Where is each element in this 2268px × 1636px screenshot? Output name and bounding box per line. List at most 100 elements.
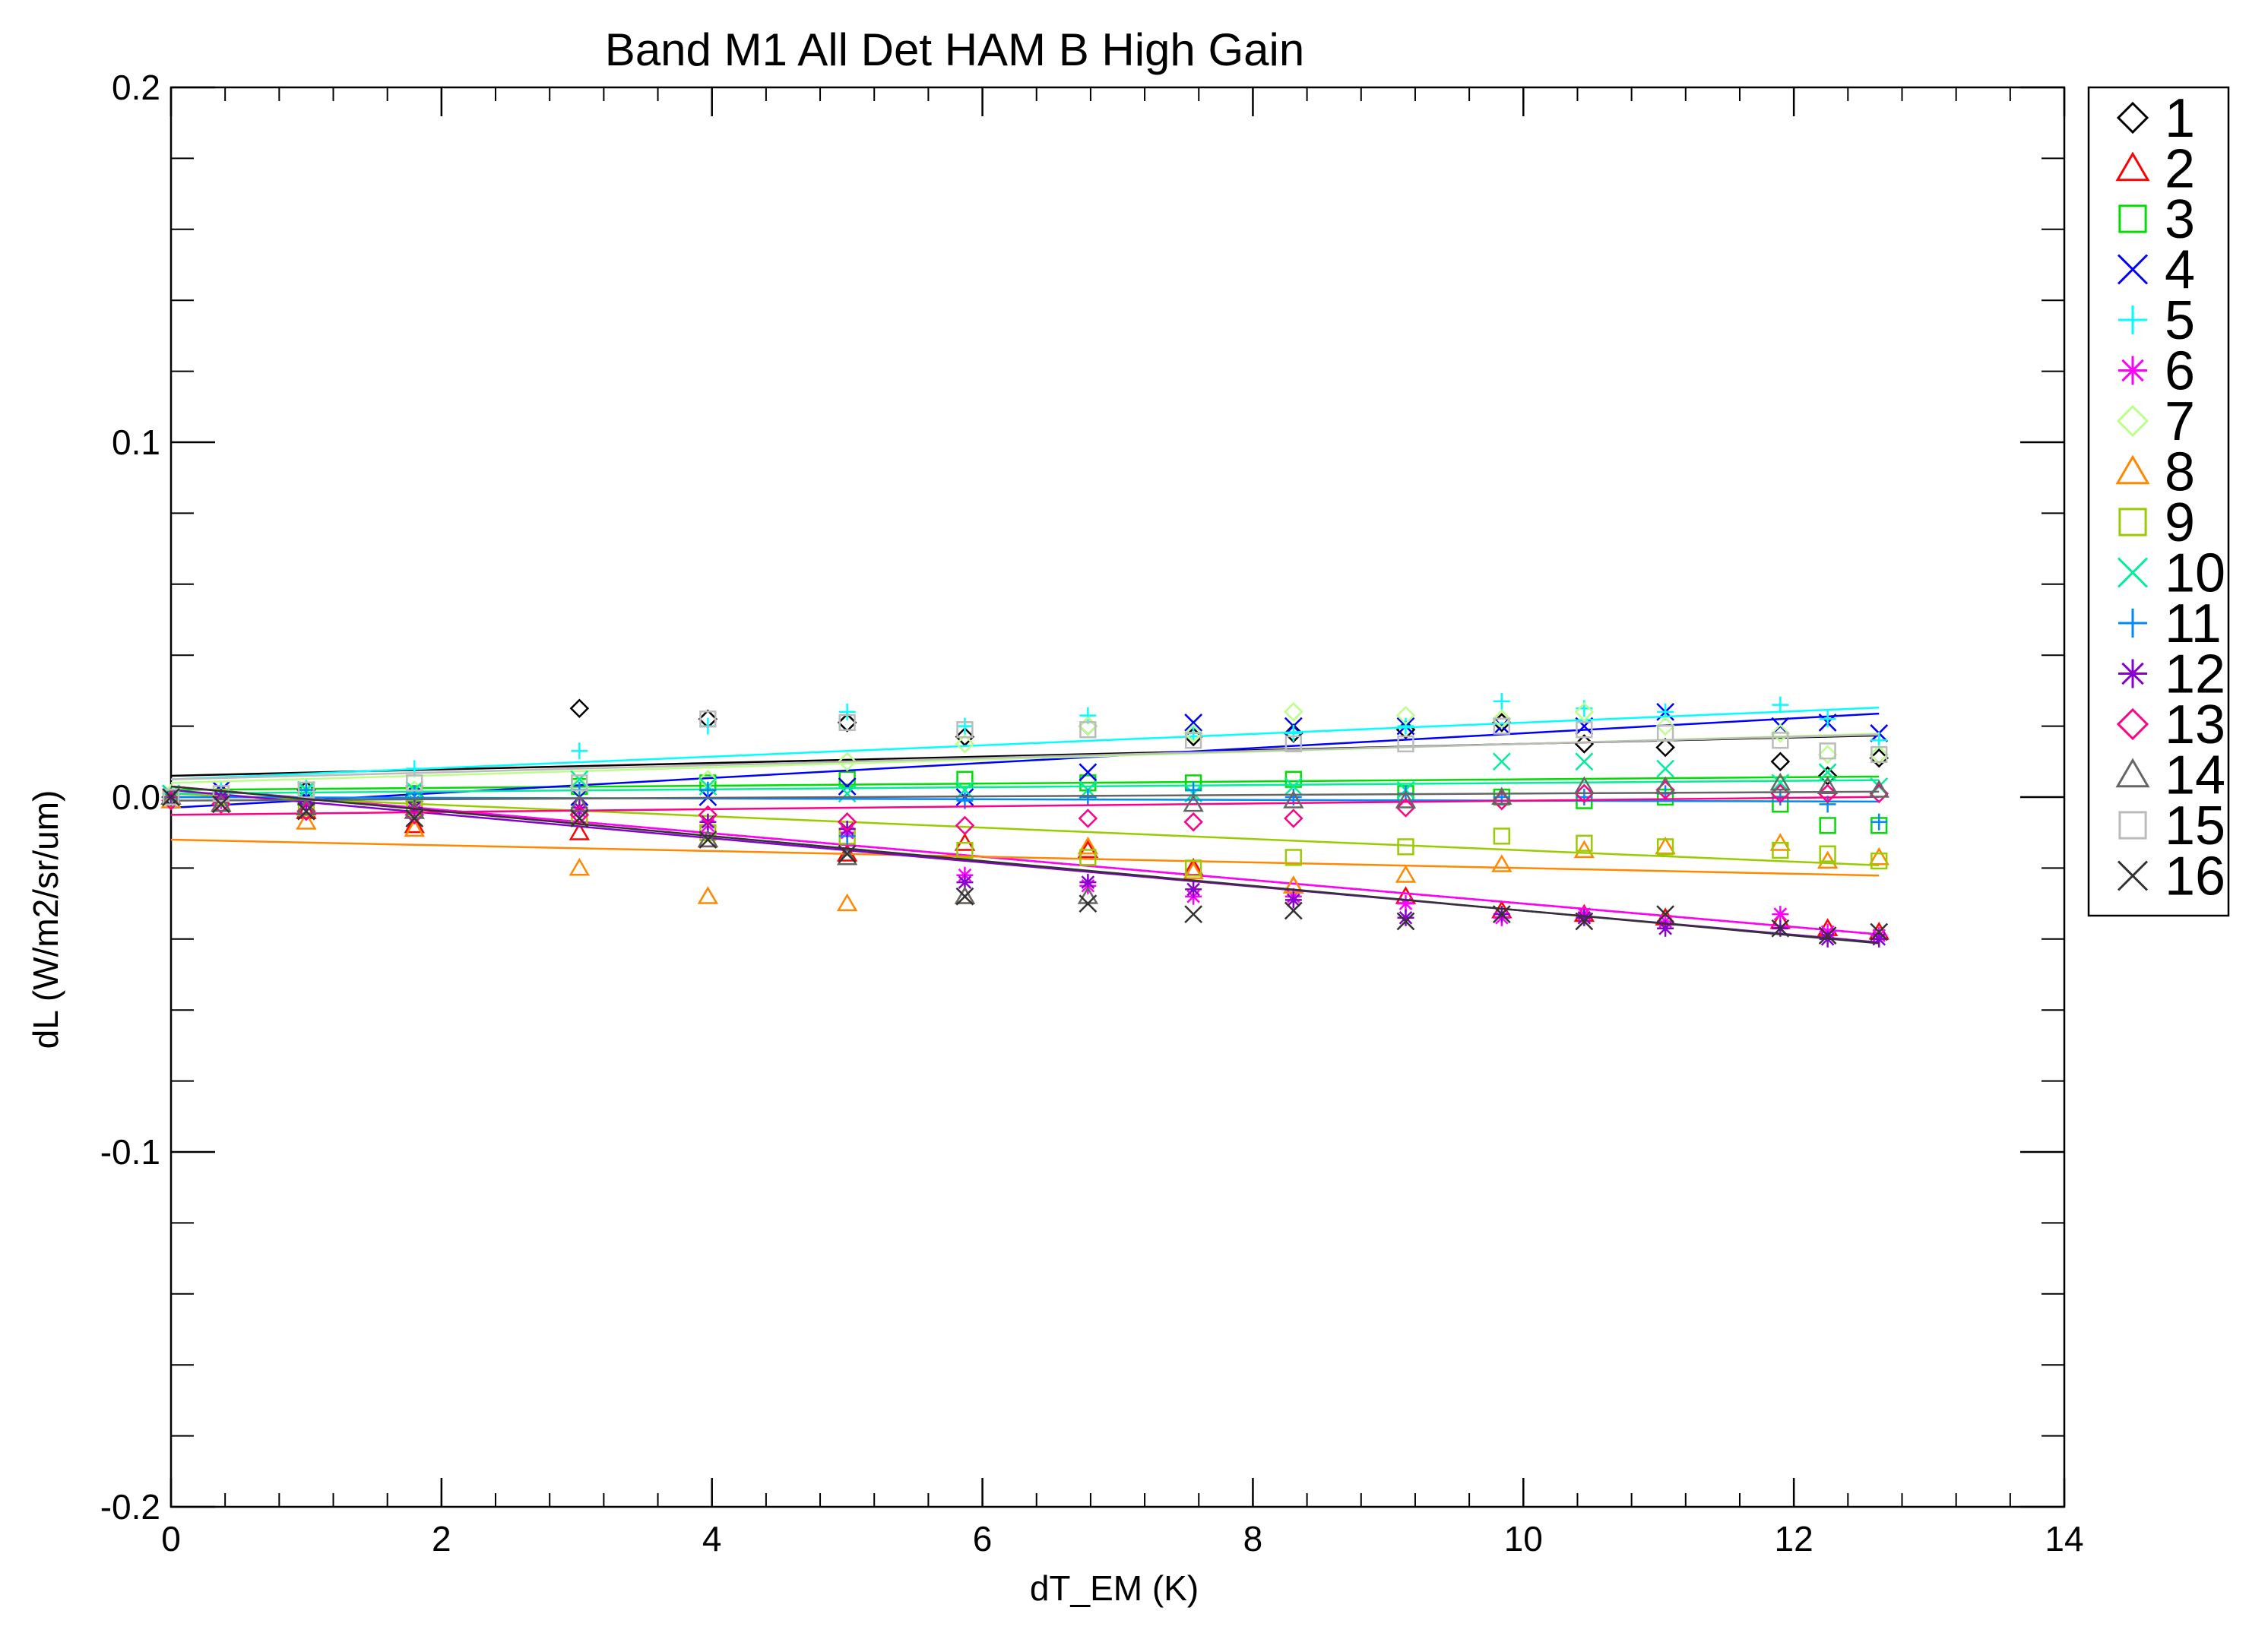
y-tick-label: 0.2 [112, 68, 160, 107]
data-point [297, 781, 315, 799]
data-point [1493, 692, 1510, 710]
legend-marker-6 [2118, 356, 2147, 385]
data-point [1772, 906, 1789, 923]
data-point [1184, 714, 1203, 732]
y-tick-label: -0.1 [100, 1132, 160, 1172]
legend-label: 9 [2165, 492, 2195, 553]
data-point [956, 717, 974, 735]
data-point [1772, 696, 1789, 714]
data-point [1817, 776, 1839, 795]
data-point [1771, 774, 1790, 793]
fit-line-10 [170, 779, 1880, 795]
data-point [1655, 716, 1675, 736]
data-point [1493, 827, 1510, 845]
data-point [955, 887, 974, 906]
data-point [406, 760, 423, 777]
data-point [1493, 717, 1510, 735]
fit-line-5 [170, 707, 1880, 780]
data-point [297, 781, 315, 799]
fit-line-15 [170, 733, 1880, 780]
data-point [1576, 909, 1593, 926]
data-point [211, 793, 232, 812]
data-point [1079, 849, 1097, 866]
data-point [1183, 812, 1203, 832]
data-point [1078, 716, 1098, 736]
x-tick-label: 14 [2045, 1519, 2083, 1558]
data-point [1576, 834, 1593, 852]
data-point [1770, 752, 1791, 772]
data-point [1397, 717, 1414, 735]
data-point [1395, 798, 1416, 818]
series-16 [162, 785, 1889, 945]
data-point [296, 801, 317, 819]
data-point [1772, 732, 1789, 749]
legend-item: 9 [2118, 492, 2195, 553]
legend-marker-15 [2118, 811, 2147, 840]
legend-item: 2 [2115, 139, 2195, 200]
data-point [1284, 702, 1303, 722]
legend-label: 6 [2165, 341, 2195, 402]
data-point [699, 781, 717, 799]
data-point [571, 742, 588, 760]
data-point [954, 886, 976, 904]
data-point [1818, 763, 1837, 782]
x-tick-label: 4 [702, 1519, 722, 1558]
data-point [1492, 709, 1512, 729]
data-point [1817, 745, 1838, 764]
data-point [1284, 901, 1303, 920]
data-point [1771, 919, 1790, 938]
series-15 [162, 710, 1888, 806]
data-point [211, 795, 230, 814]
data-point [1397, 909, 1414, 926]
data-point [1819, 817, 1836, 834]
data-point [1656, 905, 1674, 923]
data-point [1818, 926, 1837, 945]
legend-item: 10 [2117, 543, 2225, 604]
x-tick-label: 0 [161, 1519, 181, 1558]
data-point [1395, 705, 1416, 726]
data-point [570, 770, 589, 789]
data-point [1819, 796, 1836, 813]
data-point [1284, 849, 1302, 866]
legend-item: 6 [2118, 341, 2195, 402]
data-point [1396, 912, 1415, 931]
data-point [1870, 922, 1889, 941]
legend-label: 14 [2165, 745, 2225, 806]
data-point [699, 710, 717, 728]
data-point [1185, 881, 1202, 898]
data-point [1491, 786, 1513, 805]
data-point [1574, 702, 1595, 722]
data-point [297, 802, 315, 821]
data-point [697, 829, 719, 848]
data-point [1397, 838, 1414, 856]
fit-line-8 [170, 838, 1880, 877]
data-point [838, 714, 856, 732]
legend-marker-3 [2118, 204, 2147, 233]
legend-item: 13 [2116, 695, 2225, 755]
legend-marker-5 [2118, 305, 2147, 334]
x-tick-label: 6 [973, 1519, 993, 1558]
legend-label: 10 [2165, 543, 2225, 604]
y-tick-label: 0.0 [112, 777, 160, 817]
fit-line-14 [170, 790, 1880, 802]
data-point [1819, 710, 1836, 728]
legend-item: 12 [2118, 644, 2225, 705]
legend-marker-4 [2117, 254, 2149, 285]
data-point [1817, 783, 1838, 804]
data-point [956, 841, 974, 859]
data-point [1184, 905, 1203, 923]
data-point [1079, 789, 1097, 805]
data-point [956, 721, 974, 739]
data-point [212, 785, 230, 802]
data-point [1491, 854, 1513, 872]
legend-marker-9 [2118, 508, 2147, 536]
data-point [569, 822, 591, 840]
legend-label: 11 [2165, 593, 2222, 654]
legend-label: 4 [2165, 240, 2195, 301]
data-point [1397, 735, 1414, 753]
legend-marker-7 [2116, 404, 2149, 438]
data-point [1770, 723, 1791, 743]
data-point [697, 886, 719, 904]
y-axis-label: dL (W/m2/sr/um) [26, 790, 65, 1049]
